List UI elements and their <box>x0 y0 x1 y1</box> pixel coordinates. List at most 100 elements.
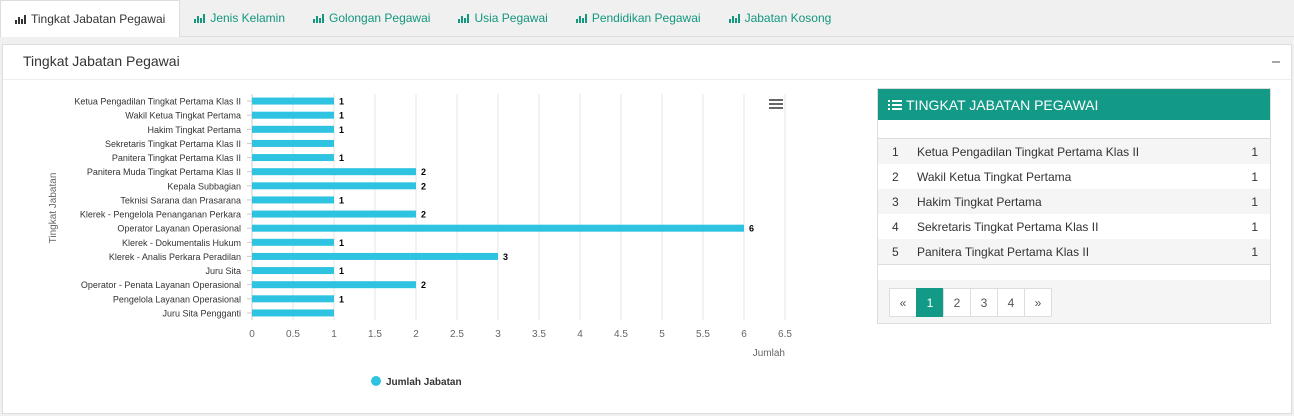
row-name: Sekretaris Tingkat Pertama Klas II <box>917 219 1099 234</box>
bar <box>252 182 416 190</box>
x-tick-label: 3 <box>495 329 501 340</box>
tab[interactable]: Golongan Pegawai <box>299 0 444 36</box>
page-button[interactable]: » <box>1024 288 1052 317</box>
chart: 0 0.5 1 1.5 2 2.5 3 3.5 4 4.5 5 5.5 6 6.5 Jumlah Tingka… <box>48 94 792 388</box>
row-number: 3 <box>892 194 899 209</box>
row-name: Ketua Pengadilan Tingkat Pertama Klas II <box>917 144 1140 159</box>
tab[interactable]: Tingkat Jabatan Pegawai <box>0 0 181 37</box>
table-title: TINGKAT JABATAN PEGAWAI <box>906 96 1099 113</box>
x-tick-label: 2 <box>413 329 419 340</box>
tab-label: Jabatan Kosong <box>744 11 832 25</box>
tab-icon <box>15 15 26 24</box>
y-tick-label: Klerek - Dokumentalis Hukum <box>122 238 241 248</box>
tab-label: Golongan Pegawai <box>329 11 431 25</box>
icon-bar <box>575 19 578 23</box>
y-tick-label: Wakil Ketua Tingkat Pertama <box>125 111 241 121</box>
bar <box>252 125 334 133</box>
y-tick-label: Teknisi Sarana dan Prasarana <box>120 195 241 205</box>
panel-header <box>3 45 1291 80</box>
table-header: TINGKAT JABATAN PEGAWAI <box>878 89 1270 120</box>
y-tick-label: Juru Sita Pengganti <box>162 308 241 318</box>
x-tick-label: 4 <box>577 329 583 340</box>
row-name: Hakim Tingkat Pertama <box>917 194 1042 209</box>
tab[interactable]: Pendidikan Pegawai <box>562 0 715 36</box>
x-tick-label: 0.5 <box>286 329 300 340</box>
tab-icon <box>728 14 740 23</box>
bar <box>252 238 334 246</box>
page-button[interactable]: 2 <box>943 288 971 317</box>
page-button[interactable]: 4 <box>997 288 1025 317</box>
x-tick-label: 2.5 <box>450 329 464 340</box>
list-icon <box>888 99 902 110</box>
collapse-button[interactable] <box>1271 57 1281 67</box>
icon-bar <box>458 19 461 23</box>
icon-bar <box>197 16 200 23</box>
row-count: 1 <box>1251 144 1258 159</box>
bar <box>252 196 334 204</box>
x-tick-label: 6 <box>741 329 747 340</box>
bar <box>252 267 334 275</box>
icon-bar <box>578 16 581 23</box>
tab[interactable]: Usia Pegawai <box>444 0 561 36</box>
icon-bar <box>584 14 587 23</box>
y-tick-label: Hakim Tingkat Pertama <box>147 125 241 135</box>
chart-menu[interactable] <box>769 99 783 109</box>
x-tick-label: 5 <box>659 329 665 340</box>
tab-label: Pendidikan Pegawai <box>591 11 701 25</box>
icon-bar <box>581 18 584 23</box>
bar <box>252 168 416 176</box>
tab[interactable]: Jenis Kelamin <box>180 0 299 36</box>
icon-bar <box>464 18 467 23</box>
tab-icon <box>458 14 470 23</box>
icon-bar <box>24 15 26 24</box>
x-tick-label: 1 <box>331 329 337 340</box>
bar <box>252 252 498 260</box>
tab-label: Usia Pegawai <box>474 11 548 25</box>
row-count: 1 <box>1251 169 1258 184</box>
table-row: 2 Wakil Ketua Tingkat Pertama 1 <box>878 164 1270 189</box>
y-tick-label: Klerek - Pengelola Penanganan Perkara <box>80 210 241 220</box>
icon-bar <box>203 14 206 23</box>
table-row: 5 Panitera Tingkat Pertama Klas II 1 <box>878 239 1270 264</box>
y-axis-title: Tingkat Jabatan <box>48 173 59 244</box>
table-footer: «1 2 3 4» <box>878 280 1270 323</box>
page-button[interactable]: « <box>889 288 917 317</box>
icon-bar <box>319 18 322 23</box>
data-label: 1 <box>339 97 344 107</box>
row-number: 4 <box>892 219 899 234</box>
table-row: 3 Hakim Tingkat Pertama 1 <box>878 189 1270 214</box>
data-label: 3 <box>503 252 508 262</box>
tab[interactable]: Jabatan Kosong <box>715 0 846 36</box>
panel-title: Tingkat Jabatan Pegawai <box>23 53 180 69</box>
icon-bar <box>18 17 20 24</box>
data-label: 1 <box>339 266 344 276</box>
icon-bar <box>200 18 203 23</box>
icon-bar <box>467 14 470 23</box>
y-tick-label: Ketua Pengadilan Tingkat Pertama Klas II <box>74 97 241 107</box>
tab-label: Tingkat Jabatan Pegawai <box>31 12 166 26</box>
bar <box>252 224 744 232</box>
tab-bar: Tingkat Jabatan Pegawai Jenis Kelamin Golo… <box>0 0 1294 37</box>
y-tick-label: Juru Sita <box>205 266 241 276</box>
page-button[interactable]: 1 <box>916 288 944 317</box>
table-body: 1 Ketua Pengadilan Tingkat Pertama Klas I… <box>878 138 1270 265</box>
row-count: 1 <box>1251 219 1258 234</box>
row-number: 5 <box>892 244 899 259</box>
data-label: 6 <box>749 224 754 234</box>
icon-bar <box>15 20 17 24</box>
legend-label: Jumlah Jabatan <box>386 377 462 388</box>
data-label: 2 <box>421 280 426 290</box>
row-name: Wakil Ketua Tingkat Pertama <box>917 169 1072 184</box>
tab-icon <box>313 14 325 23</box>
tab-icon <box>194 14 206 23</box>
data-label: 1 <box>339 111 344 121</box>
tab-label: Jenis Kelamin <box>210 11 286 25</box>
data-label: 1 <box>339 195 344 205</box>
x-tick-label: 5.5 <box>696 329 710 340</box>
legend-marker <box>371 376 381 386</box>
y-tick-label: Sekretaris Tingkat Pertama Klas II <box>105 139 241 149</box>
y-tick-label: Kepala Subbagian <box>167 181 241 191</box>
x-tick-label: 4.5 <box>614 329 628 340</box>
page-button[interactable]: 3 <box>970 288 998 317</box>
icon-bar <box>313 19 316 23</box>
